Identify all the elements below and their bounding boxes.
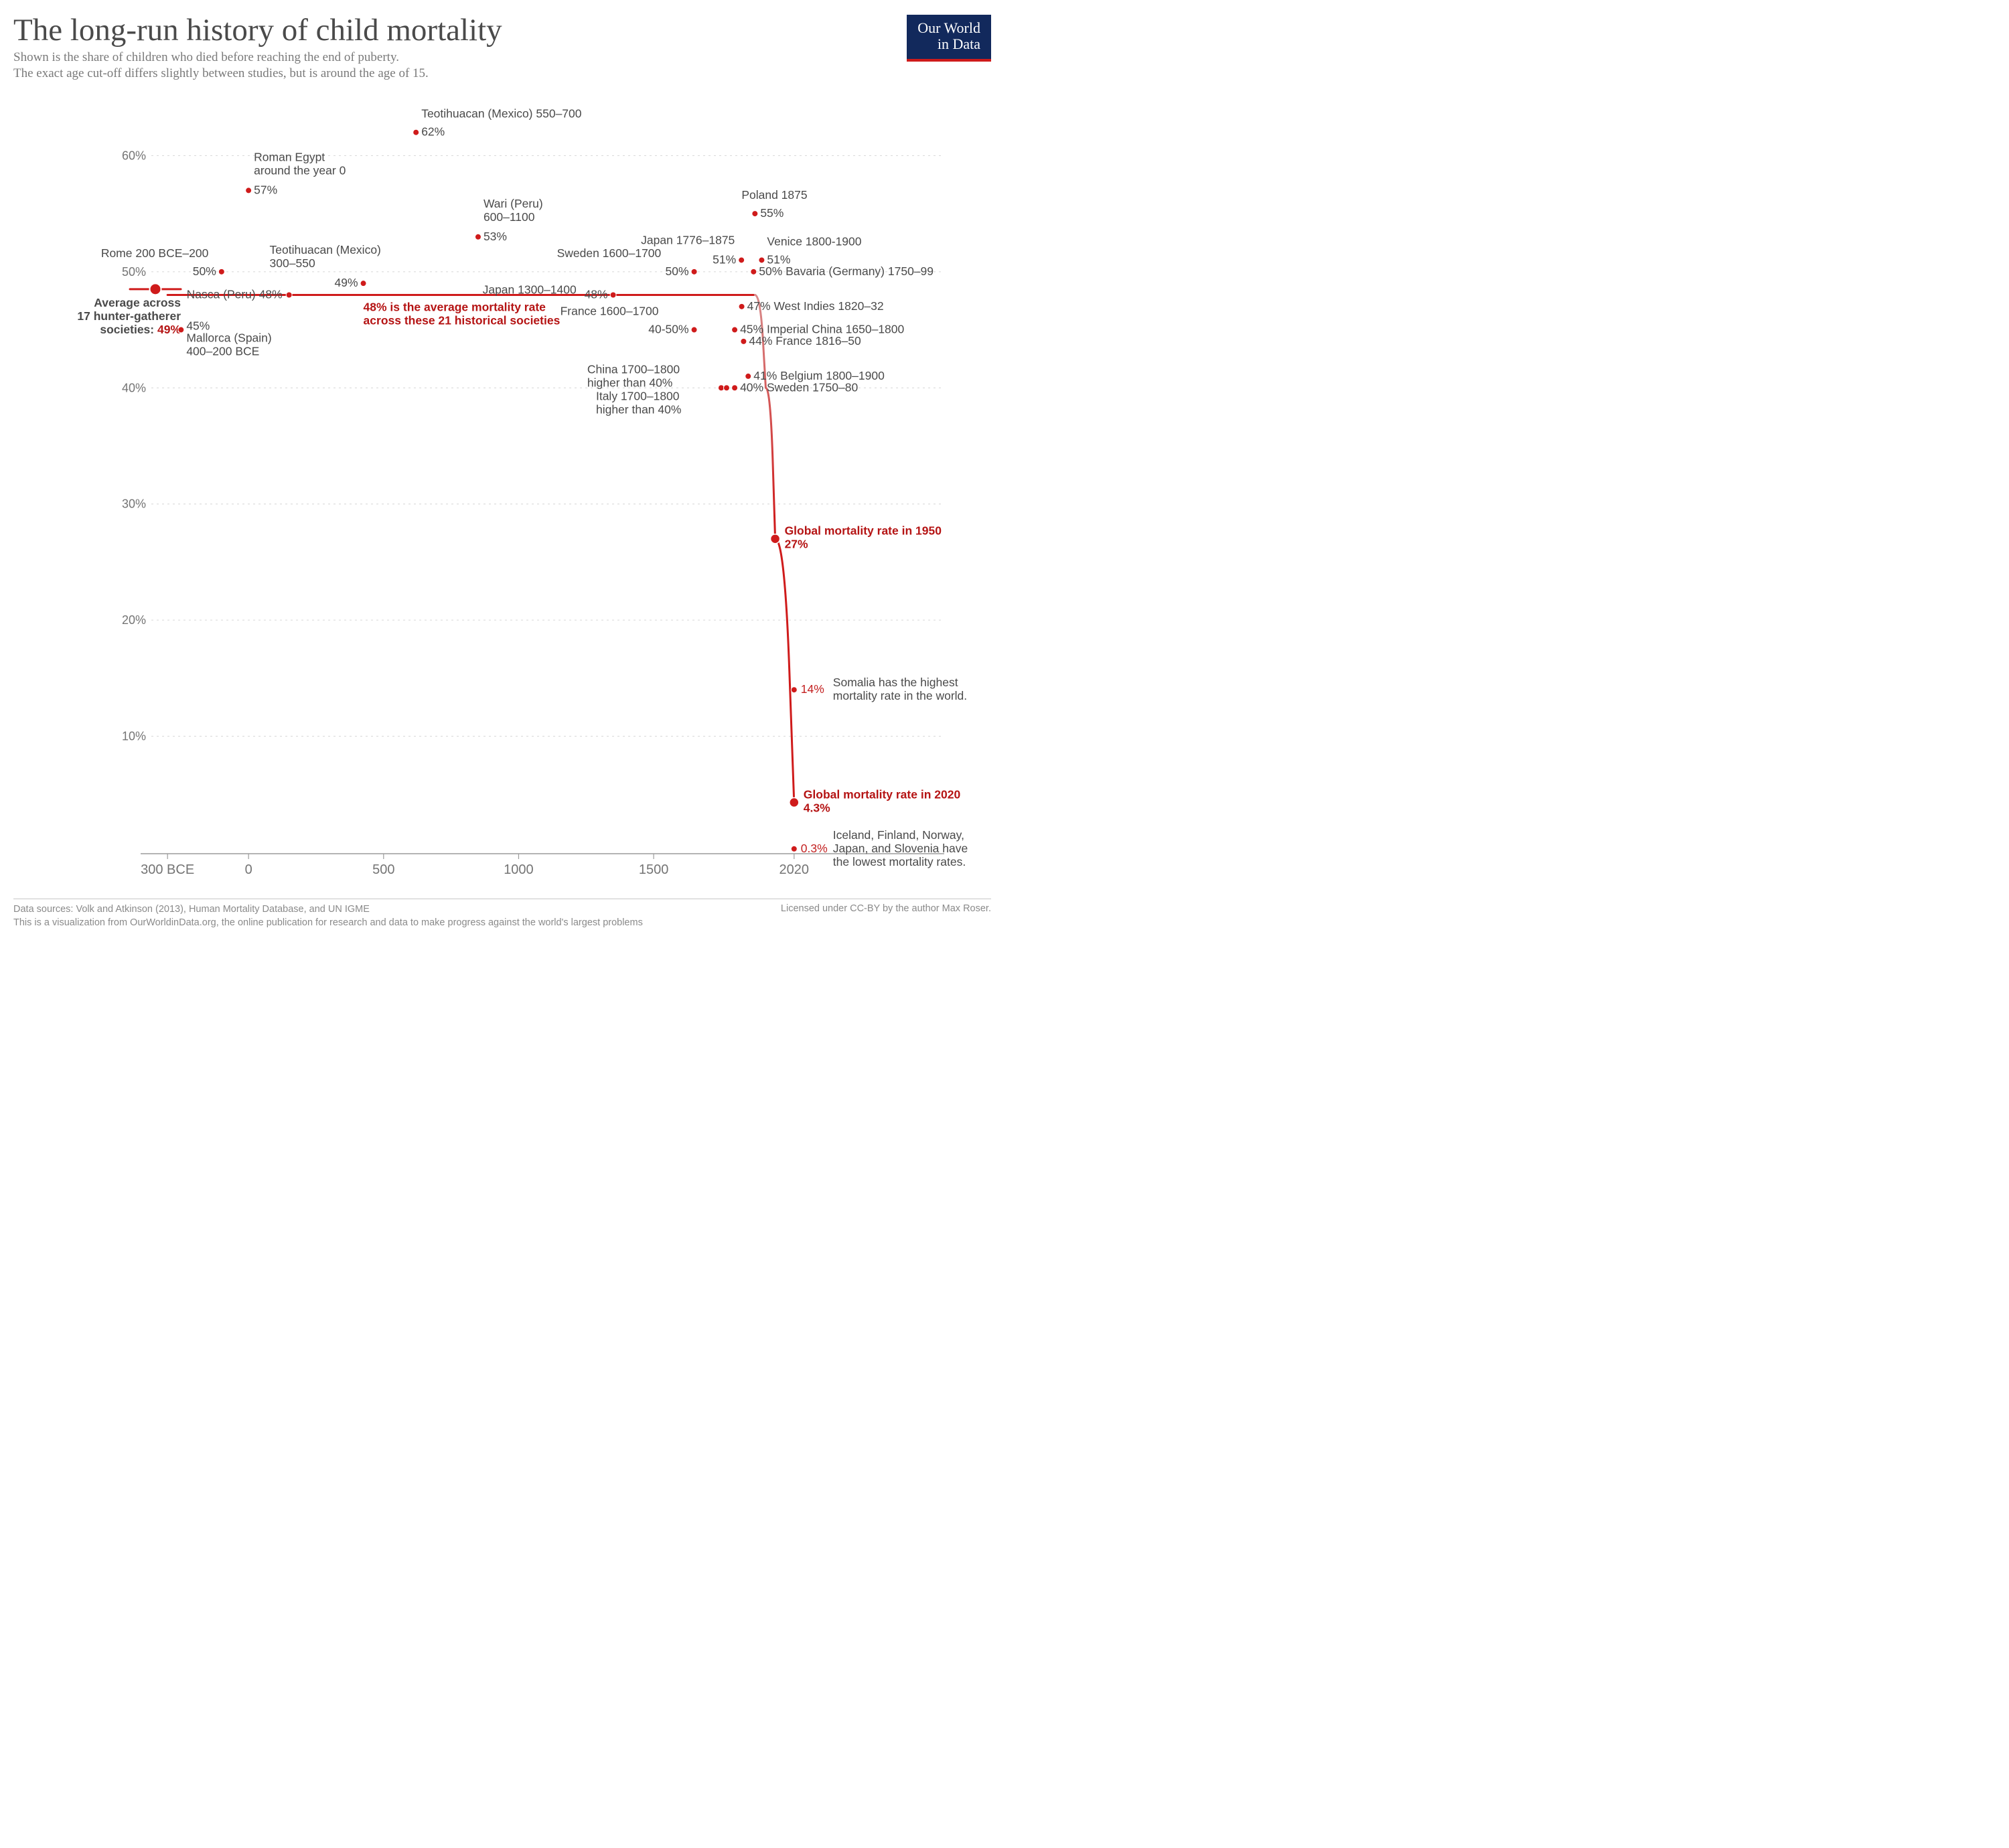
svg-text:2020: 2020 (779, 862, 810, 877)
svg-text:14%: 14% (801, 682, 824, 696)
svg-text:49%: 49% (335, 276, 358, 289)
svg-text:higher than 40%: higher than 40% (596, 402, 681, 416)
svg-text:53%: 53% (483, 230, 507, 243)
svg-text:30%: 30% (122, 497, 146, 511)
page-subtitle: Shown is the share of children who died … (13, 50, 907, 82)
page-title: The long-run history of child mortality (13, 13, 907, 48)
svg-text:Teotihuacan (Mexico) 550–700: Teotihuacan (Mexico) 550–700 (421, 107, 582, 121)
svg-text:the lowest mortality rates.: the lowest mortality rates. (833, 855, 966, 868)
svg-text:300 BCE: 300 BCE (141, 862, 194, 877)
svg-text:China 1700–1800: China 1700–1800 (587, 362, 680, 376)
svg-text:Nasca (Peru) 48%: Nasca (Peru) 48% (187, 288, 283, 301)
svg-text:4.3%: 4.3% (804, 801, 830, 814)
svg-text:Wari (Peru): Wari (Peru) (483, 197, 543, 210)
svg-text:Rome 200 BCE–200: Rome 200 BCE–200 (101, 246, 209, 260)
svg-text:44% France 1816–50: 44% France 1816–50 (749, 334, 861, 348)
svg-text:Teotihuacan (Mexico): Teotihuacan (Mexico) (270, 243, 381, 256)
svg-text:50%: 50% (122, 265, 146, 279)
svg-text:57%: 57% (254, 183, 277, 196)
svg-text:Average across: Average across (94, 296, 181, 309)
owid-logo: Our World in Data (907, 15, 991, 62)
footer-sources: Data sources: Volk and Atkinson (2013), … (13, 903, 643, 917)
svg-text:0: 0 (245, 862, 252, 877)
svg-text:around the year 0: around the year 0 (254, 163, 346, 177)
svg-text:1000: 1000 (504, 862, 534, 877)
scatter-chart: 10% 20% 30% 40% 50% 60% 300 BCE 0 500 1000 1500 202… (13, 89, 991, 893)
svg-text:Global mortality rate in 1950: Global mortality rate in 1950 (785, 524, 942, 538)
svg-text:55%: 55% (760, 206, 784, 220)
footer-license: Licensed under CC-BY by the author Max R… (781, 903, 991, 929)
svg-text:47% West Indies 1820–32: 47% West Indies 1820–32 (747, 299, 884, 313)
svg-text:Japan 1776–1875: Japan 1776–1875 (641, 234, 735, 247)
footer: Data sources: Volk and Atkinson (2013), … (13, 899, 991, 929)
title-block: The long-run history of child mortality … (13, 13, 907, 82)
svg-text:27%: 27% (785, 538, 808, 551)
svg-text:62%: 62% (421, 125, 445, 139)
svg-text:300–550: 300–550 (270, 256, 315, 270)
svg-text:45%: 45% (186, 319, 210, 333)
svg-text:48% is the average mortality r: 48% is the average mortality rate (364, 301, 546, 314)
svg-text:1500: 1500 (639, 862, 669, 877)
svg-text:Global mortality rate in 2020: Global mortality rate in 2020 (804, 787, 961, 801)
svg-text:60%: 60% (122, 149, 146, 162)
svg-text:50%: 50% (193, 264, 216, 278)
svg-text:across these 21 historical soc: across these 21 historical societies (364, 314, 561, 327)
svg-text:Iceland, Finland, Norway,: Iceland, Finland, Norway, (833, 828, 964, 842)
svg-text:0.3%: 0.3% (801, 842, 828, 855)
svg-text:40% Sweden 1750–80: 40% Sweden 1750–80 (740, 380, 858, 394)
footer-org: This is a visualization from OurWorldinD… (13, 917, 643, 930)
svg-text:Poland 1875: Poland 1875 (741, 188, 807, 202)
svg-text:Roman Egypt: Roman Egypt (254, 150, 325, 163)
svg-text:Mallorca (Spain): Mallorca (Spain) (186, 331, 271, 345)
svg-text:France 1600–1700: France 1600–1700 (561, 305, 659, 318)
svg-text:Somalia has the highest: Somalia has the highest (833, 676, 958, 689)
svg-text:48%: 48% (585, 288, 608, 301)
svg-text:societies: 49%: societies: 49% (100, 323, 181, 336)
svg-text:50% Bavaria (Germany) 1750–99: 50% Bavaria (Germany) 1750–99 (759, 264, 934, 278)
svg-text:Italy 1700–1800: Italy 1700–1800 (596, 389, 680, 402)
svg-text:Sweden 1600–1700: Sweden 1600–1700 (557, 246, 662, 260)
svg-text:17 hunter-gatherer: 17 hunter-gatherer (77, 309, 181, 323)
svg-text:higher than 40%: higher than 40% (587, 376, 672, 389)
svg-text:Japan 1300–1400: Japan 1300–1400 (483, 283, 577, 297)
chart-area: 10% 20% 30% 40% 50% 60% 300 BCE 0 500 1000 1500 202… (13, 89, 991, 896)
svg-text:Venice 1800-1900: Venice 1800-1900 (767, 235, 861, 248)
svg-text:51%: 51% (713, 253, 736, 266)
svg-text:400–200 BCE: 400–200 BCE (186, 345, 259, 358)
svg-text:Japan, and Slovenia have: Japan, and Slovenia have (833, 842, 968, 855)
owid-chart-page: The long-run history of child mortality … (0, 0, 1004, 936)
header: The long-run history of child mortality … (13, 13, 991, 82)
svg-text:600–1100: 600–1100 (483, 210, 535, 224)
svg-text:500: 500 (372, 862, 394, 877)
svg-text:mortality rate in the world.: mortality rate in the world. (833, 689, 967, 702)
svg-text:20%: 20% (122, 613, 146, 627)
svg-text:10%: 10% (122, 730, 146, 743)
svg-text:40-50%: 40-50% (648, 323, 688, 336)
svg-text:50%: 50% (666, 264, 689, 278)
svg-text:40%: 40% (122, 381, 146, 394)
